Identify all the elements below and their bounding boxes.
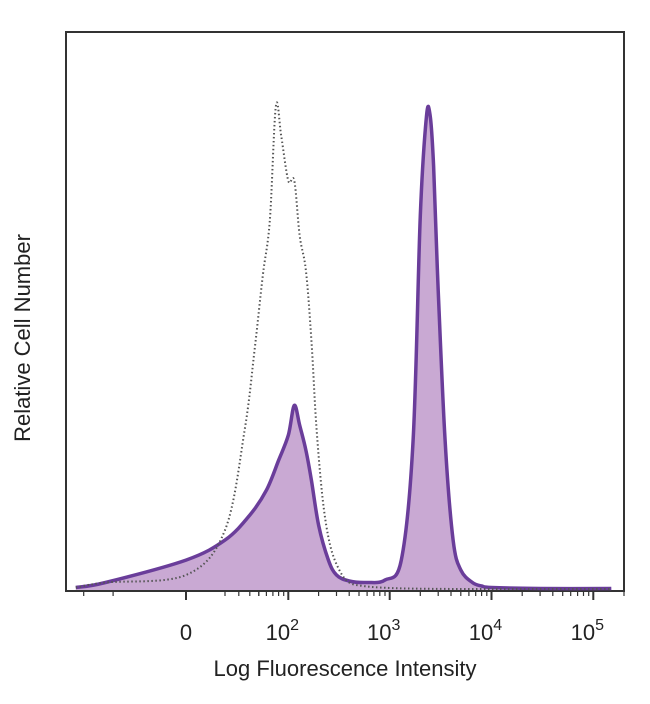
x-tick-label-base: 10: [266, 620, 290, 645]
x-tick-label-exponent: 2: [290, 617, 299, 634]
x-tick-label: 0: [180, 620, 192, 645]
stained-histogram-line: [75, 104, 612, 591]
plot-frame: [65, 31, 625, 592]
isotype-control-dotted-line: [75, 101, 612, 591]
x-tick-label-exponent: 3: [391, 617, 400, 634]
x-tick-label-exponent: 5: [595, 617, 604, 634]
x-tick-label-base: 0: [180, 620, 192, 645]
x-tick-label: 105: [571, 617, 604, 645]
x-tick-label: 102: [266, 617, 299, 645]
x-tick-label: 104: [469, 617, 502, 645]
x-tick-label: 103: [367, 617, 400, 645]
y-axis-label: Relative Cell Number: [10, 234, 35, 442]
x-axis-label: Log Fluorescence Intensity: [214, 656, 477, 681]
x-tick-label-base: 10: [571, 620, 595, 645]
x-tick-label-base: 10: [469, 620, 493, 645]
x-tick-label-base: 10: [367, 620, 391, 645]
x-tick-label-exponent: 4: [493, 617, 502, 634]
